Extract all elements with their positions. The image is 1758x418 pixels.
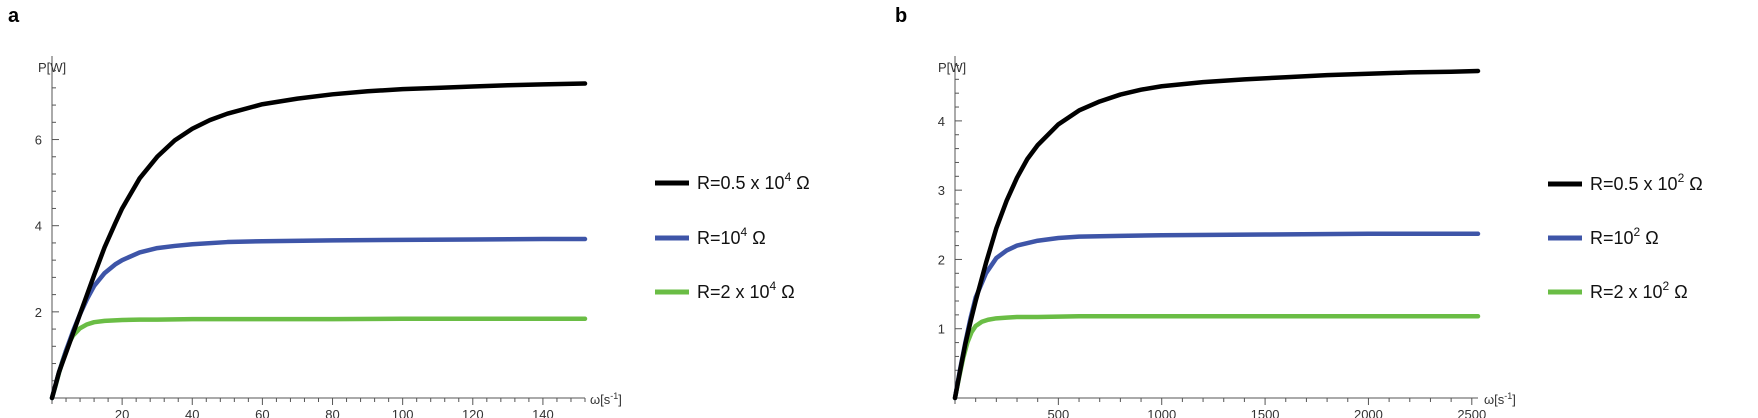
x-tick-label: 1500 — [1251, 407, 1280, 418]
legend-label: R=2 x 102 Ω — [1590, 279, 1688, 302]
series-line-3 — [49, 316, 588, 401]
x-tick-label: 40 — [185, 407, 199, 418]
legend: R=0.5 x 102 Ω R=102 Ω R=2 x 102 Ω — [1548, 171, 1703, 302]
y-tick-label: 3 — [938, 183, 945, 198]
x-axis-label: ω[s-1] — [1484, 391, 1516, 407]
legend-label: R=0.5 x 102 Ω — [1590, 171, 1703, 194]
x-axis-label: ω[s-1] — [590, 391, 622, 407]
x-tick-label: 2000 — [1354, 407, 1383, 418]
y-tick-label: 4 — [938, 114, 945, 129]
y-axis-label: P[W] — [938, 60, 966, 75]
panel-letter: a — [8, 5, 20, 27]
y-tick-label: 2 — [938, 252, 945, 267]
legend-label: R=102 Ω — [1590, 225, 1659, 248]
y-tick-label: 4 — [35, 219, 42, 234]
x-tick-label: 120 — [462, 407, 484, 418]
legend: R=0.5 x 104 Ω R=104 Ω R=2 x 104 Ω — [655, 170, 810, 302]
x-tick-label: 20 — [115, 407, 129, 418]
x-tick-label: 60 — [255, 407, 269, 418]
series-line-1 — [952, 68, 1481, 401]
legend-label: R=2 x 104 Ω — [697, 279, 795, 302]
x-tick-label: 2500 — [1457, 407, 1486, 418]
y-axis-label: P[W] — [38, 60, 66, 75]
chart-panel-b: b P[W] ω[s-1] 500 1000 1500 2000 2500 1 2 3 4 R=0.5 … — [895, 5, 1703, 418]
x-tick-label: 100 — [392, 407, 414, 418]
x-tick-label: 80 — [325, 407, 339, 418]
y-tick-label: 6 — [35, 133, 42, 148]
x-tick-label: 1000 — [1147, 407, 1176, 418]
panel-letter: b — [895, 5, 907, 27]
y-tick-label: 1 — [938, 322, 945, 337]
chart-panel-a: a P[W] ω[s-1] 20 40 60 80 100 120 140 2 4 6 R=0.5 x 1… — [8, 5, 810, 418]
x-tick-label: 500 — [1048, 407, 1070, 418]
legend-label: R=0.5 x 104 Ω — [697, 170, 810, 193]
series-line-1 — [49, 81, 588, 401]
legend-label: R=104 Ω — [697, 225, 766, 248]
x-tick-label: 140 — [532, 407, 554, 418]
y-tick-label: 2 — [35, 305, 42, 320]
series-line-3 — [952, 314, 1481, 401]
